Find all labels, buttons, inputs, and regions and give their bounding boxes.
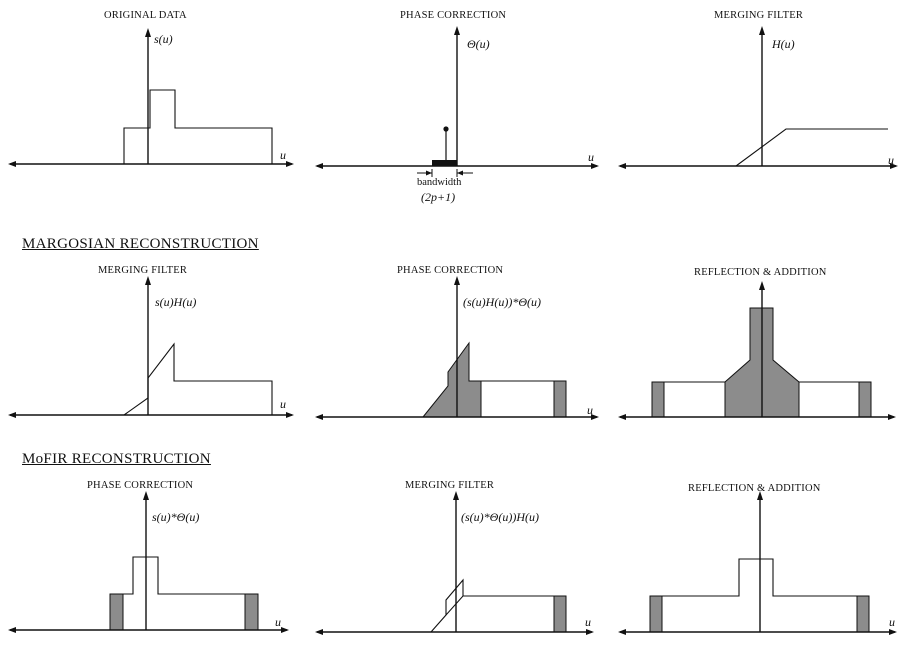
u-axis-arrow-right: [889, 629, 897, 635]
merging-filter-plot: [618, 26, 898, 169]
phase-kernel-plot: [315, 26, 599, 177]
panel-original-data: ORIGINAL DATA s(u) u: [0, 0, 300, 200]
u-axis-label: u: [587, 403, 593, 417]
vertical-axis-arrow: [757, 491, 763, 500]
vertical-axis-arrow: [454, 276, 460, 285]
u-axis-arrow-right: [281, 627, 289, 633]
corrected-signal: [123, 556, 245, 595]
mofir-reflection-plot: [618, 491, 897, 635]
bandwidth-label: bandwidth: [417, 177, 462, 188]
panel-merging-filter: MERGING FILTER H(u) u: [608, 0, 903, 200]
panel-margosian-merging-filter: MERGING FILTER s(u)H(u) u: [0, 255, 300, 455]
bandwidth-expression: (2p+1): [421, 190, 456, 204]
section-heading-margosian: MARGOSIAN RECONSTRUCTION: [22, 236, 259, 252]
shaded-right-edge: [244, 593, 259, 631]
panel-title: PHASE CORRECTION: [400, 10, 507, 21]
delta-head: [443, 126, 449, 132]
panel-mofir-merging-filter: MERGING FILTER (s(u)*Θ(u))H(u) u: [305, 470, 605, 670]
bandwidth-arrowhead-left: [426, 170, 432, 176]
function-label: (s(u)H(u))*Θ(u): [463, 295, 541, 309]
filtered-signal: [430, 578, 554, 633]
u-axis-arrow-left: [8, 627, 16, 633]
u-axis-arrow-right: [890, 163, 898, 169]
u-axis-label: u: [280, 148, 286, 162]
panel-mofir-phase-correction: PHASE CORRECTION s(u)*Θ(u) u: [0, 470, 300, 670]
vertical-axis-arrow: [143, 491, 149, 500]
u-axis-label: u: [280, 397, 286, 411]
u-axis-label: u: [888, 153, 894, 167]
panel-phase-correction-kernel: PHASE CORRECTION Θ(u) u bandwidth (2p+1): [305, 0, 605, 204]
u-axis-arrow-right: [286, 412, 294, 418]
shaded-edge-region: [553, 380, 567, 418]
shaded-left-edge: [109, 593, 124, 631]
u-axis-arrow-left: [315, 163, 323, 169]
shaded-transition-region: [421, 341, 482, 418]
u-axis-label: u: [275, 615, 281, 629]
u-axis-arrow-left: [315, 414, 323, 420]
reflected-signal: [662, 558, 857, 597]
signal-s-u: [123, 89, 273, 164]
mofir-phase-plot: [8, 491, 289, 633]
function-label: (s(u)*Θ(u))H(u): [461, 510, 539, 524]
panel-margosian-reflection-addition: REFLECTION & ADDITION: [608, 255, 903, 455]
u-axis-arrow-left: [618, 163, 626, 169]
shaded-left-edge: [651, 381, 665, 418]
panel-title: MERGING FILTER: [405, 480, 495, 491]
panel-title: REFLECTION & ADDITION: [688, 483, 821, 494]
u-axis-label: u: [889, 615, 895, 629]
function-label: H(u): [772, 37, 795, 51]
margosian-reflection-plot: [618, 281, 896, 420]
bandwidth-block: [432, 160, 457, 166]
bandwidth-arrowhead-right: [457, 170, 463, 176]
u-axis-arrow-left: [618, 414, 626, 420]
shaded-right-edge: [856, 595, 870, 633]
u-axis-arrow-left: [8, 412, 16, 418]
u-axis-arrow-left: [8, 161, 16, 167]
original-data-plot: [8, 28, 294, 167]
panel-title: ORIGINAL DATA: [104, 10, 187, 21]
u-axis-label: u: [585, 615, 591, 629]
function-label: Θ(u): [467, 37, 490, 51]
function-label: s(u)H(u): [155, 295, 197, 309]
u-axis-arrow-right: [591, 163, 599, 169]
shaded-right-edge: [553, 595, 567, 633]
panel-title: PHASE CORRECTION: [397, 265, 504, 276]
panel-title: PHASE CORRECTION: [87, 480, 194, 491]
margosian-phase-plot: [315, 276, 599, 420]
u-axis-arrow-right: [286, 161, 294, 167]
vertical-axis-arrow: [759, 281, 765, 290]
u-axis-arrow-left: [315, 629, 323, 635]
u-axis-label: u: [588, 150, 594, 164]
margosian-merge-plot: [8, 276, 294, 418]
product-s-u-H-u: [123, 342, 273, 416]
function-label: s(u)*Θ(u): [152, 510, 200, 524]
filter-H-u: [735, 128, 888, 167]
u-axis-arrow-left: [618, 629, 626, 635]
panel-title: MERGING FILTER: [98, 265, 188, 276]
vertical-axis-arrow: [453, 491, 459, 500]
panel-title: MERGING FILTER: [714, 10, 804, 21]
shaded-right-edge: [858, 381, 872, 418]
section-heading-mofir: MoFIR RECONSTRUCTION: [22, 451, 211, 467]
mofir-merge-plot: [315, 491, 594, 635]
panel-margosian-phase-correction: PHASE CORRECTION (s(u)H(u))*Θ(u) u: [305, 255, 605, 455]
vertical-axis-arrow: [145, 28, 151, 37]
u-axis-arrow-right: [591, 414, 599, 420]
vertical-axis-arrow: [759, 26, 765, 35]
panel-title: REFLECTION & ADDITION: [694, 267, 827, 278]
shaded-left-edge: [649, 595, 663, 633]
vertical-axis-arrow: [454, 26, 460, 35]
u-axis-arrow-right: [586, 629, 594, 635]
vertical-axis-arrow: [145, 276, 151, 285]
ramp-continuation: [445, 595, 464, 616]
panel-mofir-reflection-addition: REFLECTION & ADDITION u: [608, 470, 903, 670]
function-label: s(u): [154, 32, 173, 46]
u-axis-arrow-right: [888, 414, 896, 420]
